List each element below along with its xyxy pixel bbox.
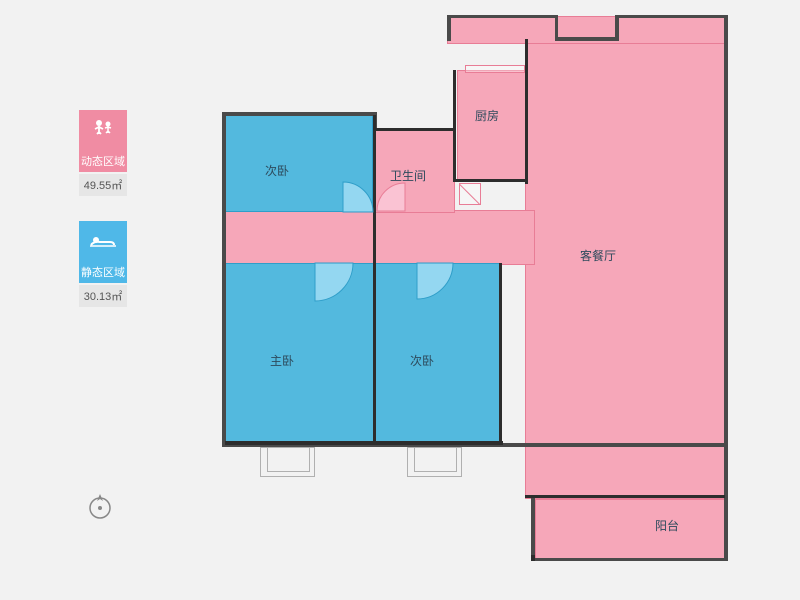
wall-2 <box>499 263 502 445</box>
door-arc-3 <box>375 181 435 241</box>
outline-seg-1 <box>222 112 376 116</box>
wall-5 <box>453 179 528 182</box>
wall-9 <box>531 555 535 561</box>
legend-panel: 动态区域 49.55㎡ 静态区域 30.13㎡ <box>73 110 133 332</box>
room-balcony <box>535 499 725 559</box>
legend-value-dynamic: 49.55㎡ <box>79 174 127 196</box>
outline-seg-8 <box>615 15 727 18</box>
legend-item-dynamic: 动态区域 49.55㎡ <box>73 110 133 196</box>
legend-item-static: 静态区域 30.13㎡ <box>73 221 133 307</box>
outline-seg-4 <box>447 15 555 18</box>
room-label-living: 客餐厅 <box>580 247 616 264</box>
fixture-shower-0 <box>459 183 481 205</box>
room-label-kitchen: 厨房 <box>475 107 499 124</box>
people-icon <box>79 110 127 150</box>
compass-icon <box>84 490 116 527</box>
outline-seg-10 <box>724 37 728 561</box>
door-arc-2 <box>311 180 375 244</box>
floorplan: 客餐厅厨房卫生间阳台次卧主卧次卧 <box>195 15 750 575</box>
outline-seg-3 <box>447 15 451 41</box>
outline-seg-7 <box>615 15 619 41</box>
outline-seg-13 <box>500 443 728 447</box>
sleeper-icon <box>79 221 127 261</box>
room-kitchen <box>457 70 527 180</box>
outline-seg-0 <box>222 112 226 447</box>
fixture-counter-1 <box>465 65 525 73</box>
legend-value-static: 30.13㎡ <box>79 285 127 307</box>
wall-6 <box>373 128 455 131</box>
outline-seg-12 <box>531 497 535 561</box>
outline-seg-6 <box>558 37 618 41</box>
room-label-balcony: 阳台 <box>655 517 679 534</box>
wall-4 <box>525 39 528 184</box>
wall-3 <box>453 70 456 182</box>
wall-8 <box>525 495 725 498</box>
room-label-master-bedroom: 主卧 <box>270 352 294 369</box>
wall-7 <box>225 441 503 445</box>
room-label-upper-bedroom2: 次卧 <box>265 162 289 179</box>
window-box-0 <box>260 447 315 477</box>
room-label-lower-bedroom2: 次卧 <box>410 352 434 369</box>
legend-label-dynamic: 动态区域 <box>79 150 127 172</box>
room-living <box>525 39 725 499</box>
wall-1 <box>373 263 376 445</box>
outline-seg-11 <box>531 558 728 561</box>
window-box-1 <box>407 447 462 477</box>
legend-label-static: 静态区域 <box>79 261 127 283</box>
